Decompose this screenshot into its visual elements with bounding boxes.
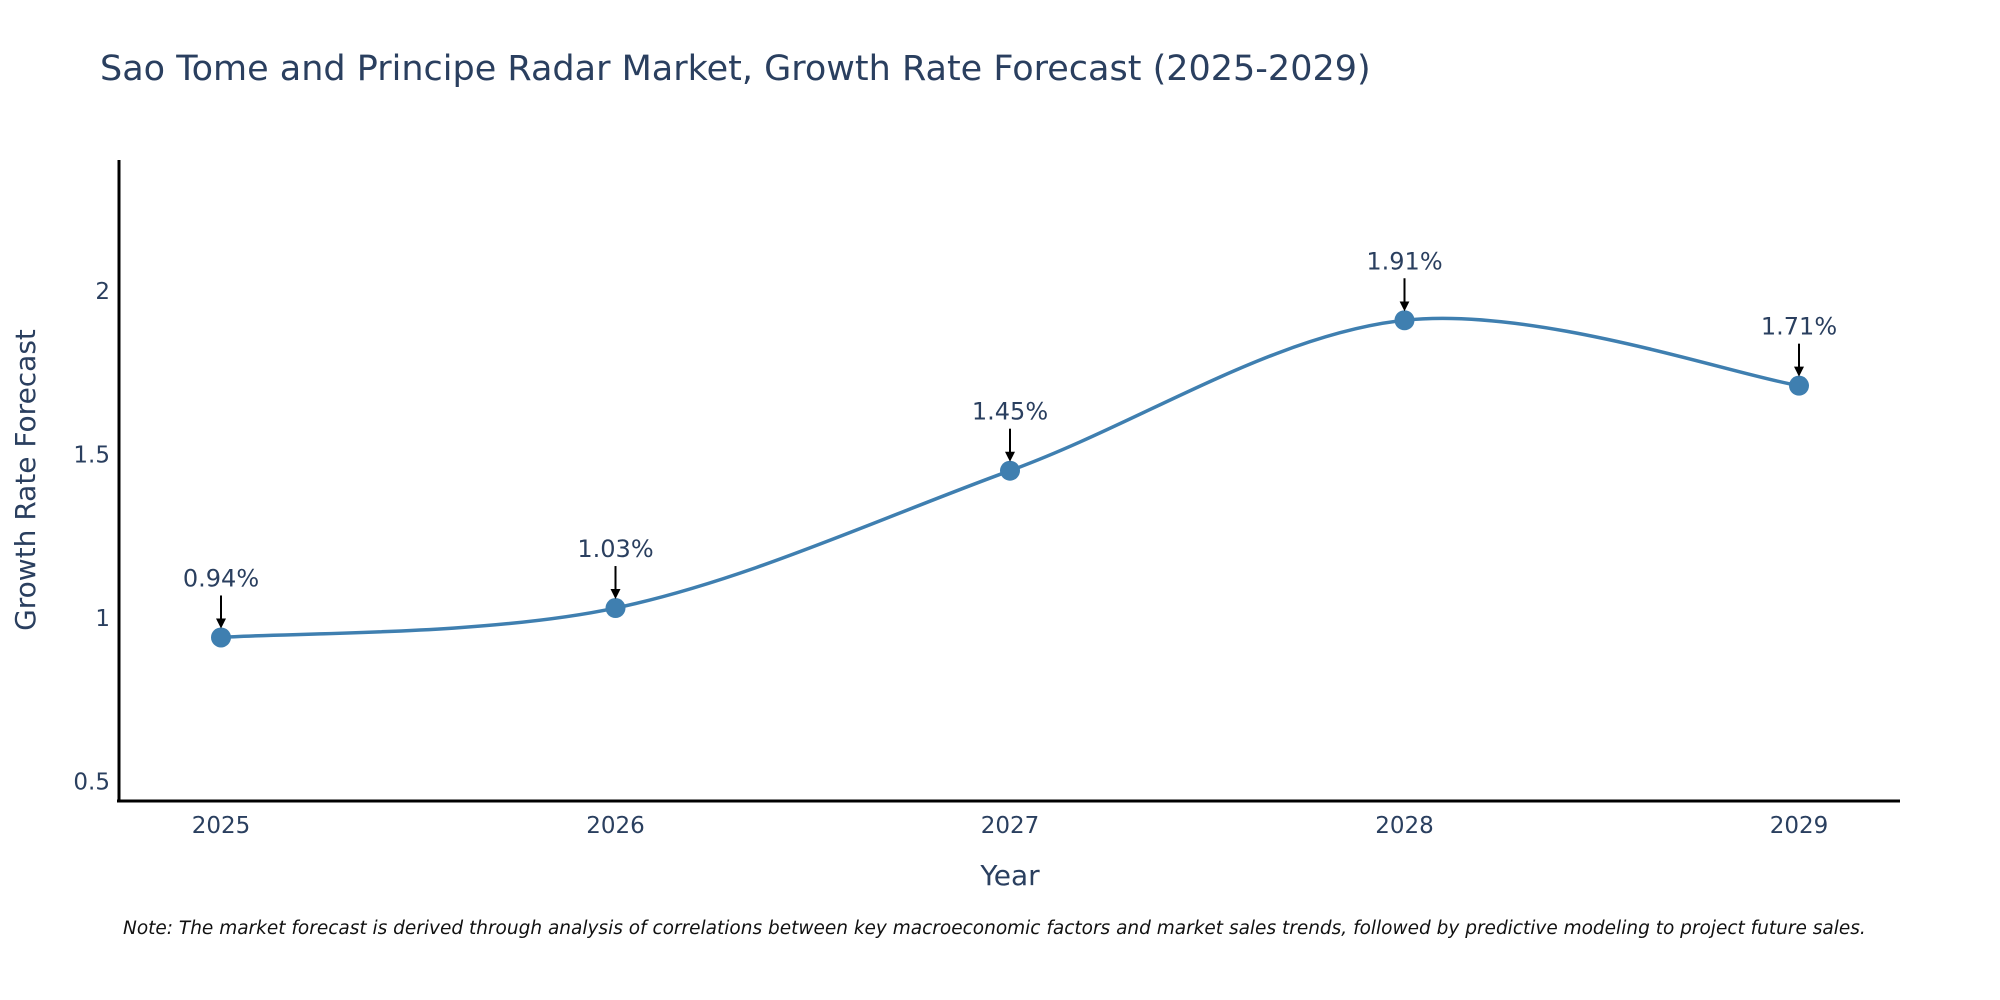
y-tick-label: 2 (95, 279, 110, 305)
y-tick-label: 1 (95, 606, 110, 632)
x-tick-label: 2026 (586, 813, 645, 839)
data-label: 0.94% (183, 564, 259, 592)
x-axis-ticks: 2025 2026 2027 2028 2029 (192, 813, 1829, 839)
data-label: 1.91% (1366, 247, 1442, 275)
data-point (1789, 375, 1809, 396)
y-axis-ticks: 0.5 1 1.5 2 (73, 279, 110, 796)
data-label: 1.71% (1761, 313, 1837, 341)
data-point (1394, 310, 1415, 331)
x-axis-title: Year (979, 859, 1040, 892)
data-annotations: 0.94% 1.03% 1.45% 1.91% 1.71% (183, 247, 1837, 629)
y-tick-label: 1.5 (73, 442, 110, 468)
y-axis-title: Growth Rate Forecast (9, 329, 42, 631)
data-point (211, 627, 231, 648)
x-tick-label: 2028 (1375, 813, 1434, 839)
data-point (605, 598, 626, 619)
x-tick-label: 2027 (981, 813, 1040, 839)
x-tick-label: 2025 (192, 813, 251, 839)
data-label: 1.45% (972, 398, 1048, 426)
data-label: 1.03% (577, 535, 653, 563)
x-tick-label: 2029 (1770, 813, 1829, 839)
data-markers (211, 310, 1809, 648)
chart-title: Sao Tome and Principe Radar Market, Grow… (100, 49, 1371, 89)
footnote: Note: The market forecast is derived thr… (123, 918, 1866, 939)
data-point (1000, 460, 1020, 481)
y-tick-label: 0.5 (73, 769, 110, 795)
